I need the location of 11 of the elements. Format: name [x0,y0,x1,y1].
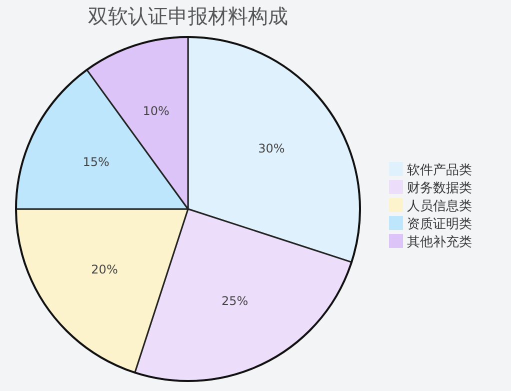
legend-label: 资质证明类 [407,217,472,232]
data-label: 10% [142,104,170,118]
data-label: 15% [82,155,110,170]
legend-label: 其他补充类 [407,235,472,250]
legend-label: 软件产品类 [407,163,472,178]
data-label: 30% [258,141,285,156]
chart-title: 双软认证申报材料构成 [88,4,288,28]
data-label: 25% [222,294,248,308]
data-label: 20% [91,262,118,277]
legend-label: 人员信息类 [407,199,472,214]
legend-label: 财务数据类 [407,181,472,196]
